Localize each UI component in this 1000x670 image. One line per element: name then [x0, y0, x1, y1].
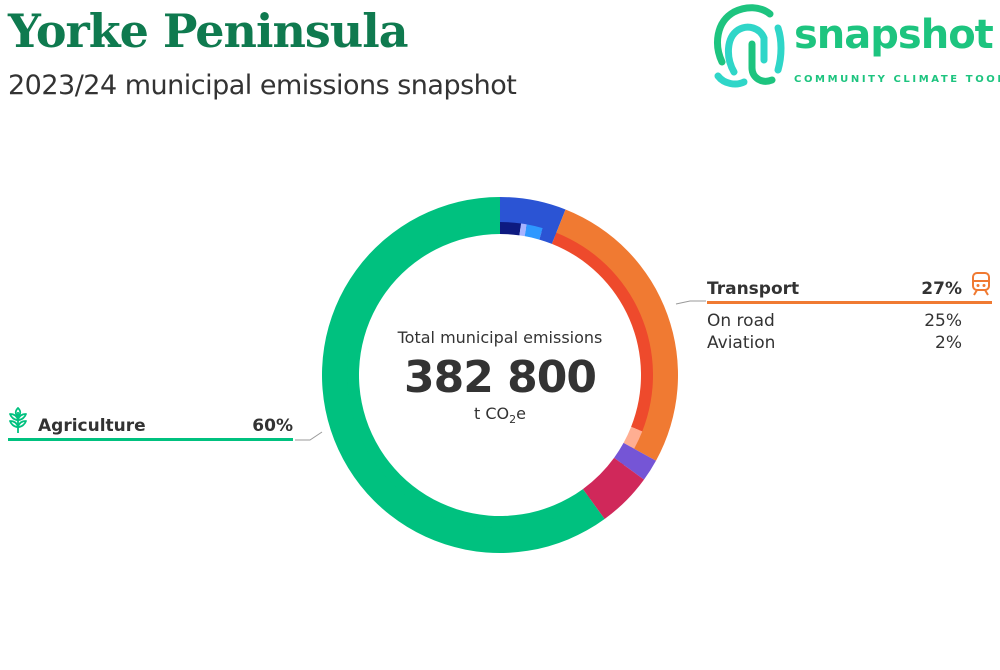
logo-wordmark: snapshot [794, 12, 994, 58]
wheat-icon [9, 407, 27, 433]
outer-ring-segment-3 [587, 462, 645, 520]
page-subtitle: 2023/24 municipal emissions snapshot [8, 70, 517, 101]
inner-ring-segment-4 [551, 232, 654, 432]
agriculture-legend-label: Agriculture [38, 416, 146, 436]
transport-legend-label: Transport [707, 279, 800, 299]
snapshot-logo: snapshot COMMUNITY CLIMATE TOOL [712, 0, 1000, 92]
logo-tagline: COMMUNITY CLIMATE TOOL [794, 74, 1000, 85]
center-title: Total municipal emissions [397, 328, 603, 347]
agriculture-legend-underline [8, 438, 293, 441]
outer-ring-segment-1 [554, 209, 679, 461]
inner-ring-segment-1 [519, 223, 527, 237]
inner-ring-segment-0 [500, 222, 522, 236]
agriculture-leader-line [295, 431, 323, 441]
fingerprint-icon [714, 4, 785, 88]
center-unit: t CO2e [474, 404, 526, 427]
inner-ring-segment-3 [539, 228, 557, 244]
agriculture-legend-pct: 60% [252, 416, 293, 436]
transport-item-on-road-pct: 25% [924, 311, 962, 331]
transport-legend-pct: 27% [921, 279, 962, 299]
transport-legend-underline [707, 301, 992, 304]
transport-leader-line [675, 300, 706, 305]
page-title: Yorke Peninsula [8, 4, 409, 58]
inner-ring [346, 222, 654, 528]
transport-item-aviation-pct: 2% [935, 333, 962, 353]
transport-item-on-road-label: On road [707, 311, 775, 331]
outer-ring-segment-4 [321, 197, 605, 553]
transport-item-aviation-label: Aviation [707, 333, 776, 353]
inner-ring-segment-2 [524, 224, 543, 240]
inner-ring-segment-7 [582, 457, 624, 499]
inner-ring-segment-6 [614, 442, 635, 465]
inner-ring-segment-5 [623, 426, 643, 449]
center-total-value: 382 800 [403, 352, 597, 403]
train-icon [972, 272, 990, 296]
